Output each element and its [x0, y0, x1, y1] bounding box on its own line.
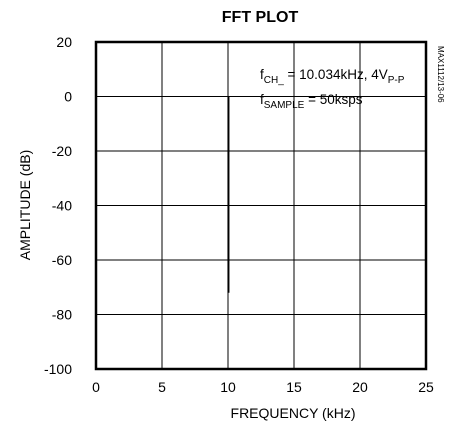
annotation-rate-text: = 50ksps [304, 92, 362, 107]
annotation-f2: f [260, 92, 264, 107]
x-axis-ticks: 0 5 10 15 20 25 [92, 379, 434, 395]
y-tick-label: -100 [44, 361, 72, 377]
y-tick-label: -40 [52, 198, 72, 214]
annotation-sample-subscript: SAMPLE [264, 100, 305, 111]
chart-title: FFT PLOT [222, 9, 299, 26]
y-tick-label: 0 [64, 89, 72, 105]
figure-code: MAX1112/13-06 [436, 46, 445, 103]
y-tick-label: -80 [52, 307, 72, 323]
x-tick-label: 15 [286, 379, 302, 395]
annotation-line-1: fCH_ = 10.034kHz, 4VP-P [260, 67, 405, 86]
plot-frame [94, 40, 428, 371]
x-tick-label: 25 [418, 379, 434, 395]
annotation-frequency-text: = 10.034kHz, 4V [284, 67, 388, 82]
y-tick-label: 20 [56, 34, 72, 50]
annotation-line-2: fSAMPLE = 50ksps [260, 92, 363, 111]
annotation-ch-subscript: CH_ [264, 75, 284, 86]
annotation-f: f [260, 67, 264, 82]
x-tick-label: 5 [158, 379, 166, 395]
annotation-pp-subscript: P-P [388, 75, 405, 86]
x-tick-label: 10 [220, 379, 236, 395]
x-axis-label: FREQUENCY (kHz) [231, 405, 356, 421]
y-axis-label: AMPLITUDE (dB) [17, 150, 33, 260]
y-tick-label: -20 [52, 143, 72, 159]
y-tick-label: -60 [52, 252, 72, 268]
y-axis-ticks: 20 0 -20 -40 -60 -80 -100 [44, 34, 72, 377]
x-tick-label: 0 [92, 379, 100, 395]
x-tick-label: 20 [352, 379, 368, 395]
